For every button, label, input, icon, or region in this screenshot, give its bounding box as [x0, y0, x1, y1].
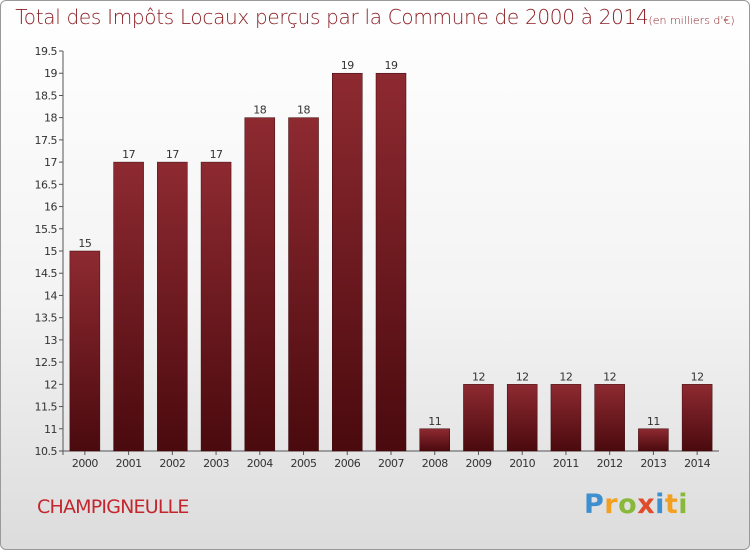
value-label: 12: [603, 370, 616, 383]
bar-2012: [594, 384, 625, 452]
value-label: 15: [78, 237, 91, 250]
logo-letter: x: [637, 489, 656, 520]
y-tick-label: 17: [44, 156, 57, 169]
y-tick-label: 11: [44, 423, 57, 436]
y-tick-label: 15.5: [35, 223, 58, 236]
chart-unit: (en milliers d'€): [648, 14, 735, 27]
bar-2008: [419, 428, 450, 452]
logo-letter: o: [618, 489, 638, 520]
bar-2010: [506, 384, 538, 452]
bar-2001: [113, 161, 144, 452]
bar-2002: [157, 161, 188, 452]
bars: 15 17 17 17 18 18 19 19 11 12 12 12 12 11 12: [69, 59, 713, 452]
bar-2011: [550, 384, 582, 452]
bar-2000: [69, 250, 101, 452]
y-tick-label: 15: [44, 245, 57, 258]
value-label: 11: [428, 415, 441, 428]
bar-2007: [375, 72, 407, 452]
x-tick-label: 2005: [291, 457, 317, 470]
x-tick-label: 2000: [72, 457, 98, 470]
y-tick-label: 11.5: [35, 401, 58, 414]
logo-letter: r: [604, 489, 619, 520]
value-label: 18: [253, 104, 266, 117]
value-label: 12: [472, 370, 485, 383]
x-tick-label: 2003: [203, 457, 229, 470]
y-tick-label: 16: [44, 201, 57, 214]
value-label: 17: [166, 148, 179, 161]
bar-2009: [463, 384, 494, 452]
value-label: 19: [385, 59, 398, 72]
value-label: 12: [516, 370, 529, 383]
x-tick-label: 2006: [334, 457, 360, 470]
y-tick-label: 18: [44, 112, 57, 125]
value-label: 11: [647, 415, 660, 428]
value-label: 17: [122, 148, 135, 161]
y-tick-label: 18.5: [35, 89, 58, 102]
bar-2013: [638, 428, 669, 452]
logo-letter: P: [584, 489, 605, 520]
bar-2003: [200, 161, 232, 452]
x-tick-label: 2009: [465, 457, 491, 470]
y-tick-label: 12: [44, 378, 57, 391]
y-tick-label: 17.5: [35, 134, 58, 147]
x-tick-label: 2012: [597, 457, 623, 470]
x-tick-label: 2001: [116, 457, 142, 470]
proxiti-logo: Proxiti: [584, 489, 688, 520]
x-tick-label: 2008: [422, 457, 448, 470]
y-tick-label: 10.5: [35, 445, 58, 458]
chart-title: Total des Impôts Locaux perçus par la Co…: [1, 5, 749, 29]
x-tick-label: 2004: [247, 457, 273, 470]
y-tick-label: 13: [44, 334, 57, 347]
value-label: 18: [297, 104, 310, 117]
bar-2006: [332, 72, 363, 452]
bar-2014: [681, 384, 713, 452]
x-tick-label: 2013: [640, 457, 666, 470]
chart-title-text: Total des Impôts Locaux perçus par la Co…: [15, 5, 649, 29]
commune-name: CHAMPIGNEULLE: [37, 496, 189, 518]
value-label: 12: [691, 370, 704, 383]
y-tick-label: 13.5: [35, 312, 58, 325]
y-tick-label: 14.5: [35, 267, 58, 280]
y-tick-label: 14: [44, 289, 57, 302]
y-tick-label: 19.5: [35, 45, 58, 58]
value-label: 17: [210, 148, 223, 161]
logo-letter: i: [655, 489, 665, 520]
value-label: 19: [341, 59, 354, 72]
x-tick-label: 2011: [553, 457, 579, 470]
x-tick-label: 2014: [684, 457, 710, 470]
value-label: 12: [559, 370, 572, 383]
x-tick-label: 2007: [378, 457, 404, 470]
logo-letter: t: [664, 489, 679, 520]
axes: 10.5 11 11.5 12 12.5 13 13.5 14 14.5 15 15.5 16 16.5…: [35, 45, 719, 470]
x-tick-label: 2002: [159, 457, 185, 470]
x-tick-label: 2010: [509, 457, 535, 470]
y-tick-label: 12.5: [35, 356, 58, 369]
y-tick-label: 16.5: [35, 178, 58, 191]
bar-2005: [288, 117, 319, 452]
y-tick-label: 19: [44, 67, 57, 80]
bar-2004: [244, 117, 276, 452]
logo-letter: i: [678, 489, 689, 520]
